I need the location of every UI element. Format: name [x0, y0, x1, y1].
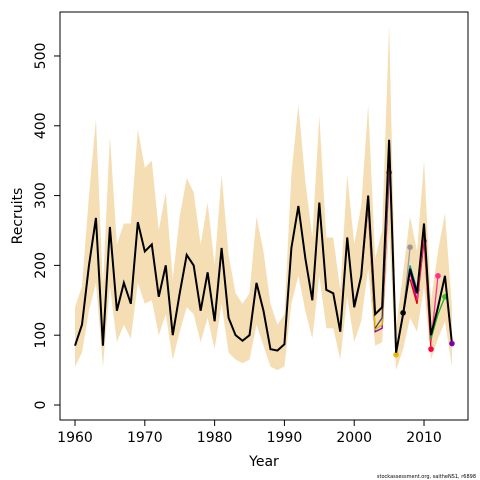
- y-tick-label: 200: [33, 252, 49, 279]
- end-point: [407, 244, 413, 251]
- confidence-band: [75, 24, 452, 371]
- x-tick-label: 2010: [406, 430, 442, 446]
- x-tick-label: 1970: [127, 430, 163, 446]
- x-tick-label: 1990: [267, 430, 303, 446]
- x-tick-label: 1960: [57, 430, 93, 446]
- y-tick-label: 400: [33, 112, 49, 139]
- y-tick-label: 500: [33, 43, 49, 70]
- y-tick-label: 0: [33, 401, 49, 410]
- end-point: [428, 346, 434, 352]
- end-point: [449, 340, 455, 347]
- y-axis-label: Recruits: [10, 188, 26, 245]
- x-tick-label: 1980: [197, 430, 233, 446]
- plot-frame: [59, 11, 469, 421]
- x-tick-label: 2000: [336, 430, 372, 446]
- end-point: [435, 273, 441, 279]
- series-line: [74, 139, 453, 353]
- y-tick-label: 100: [33, 322, 49, 349]
- footer: stockassessment.org, saitheNS1, r6898: [377, 474, 476, 480]
- end-point: [393, 351, 399, 358]
- x-axis-label: Year: [248, 454, 279, 470]
- y-tick-label: 300: [33, 182, 49, 209]
